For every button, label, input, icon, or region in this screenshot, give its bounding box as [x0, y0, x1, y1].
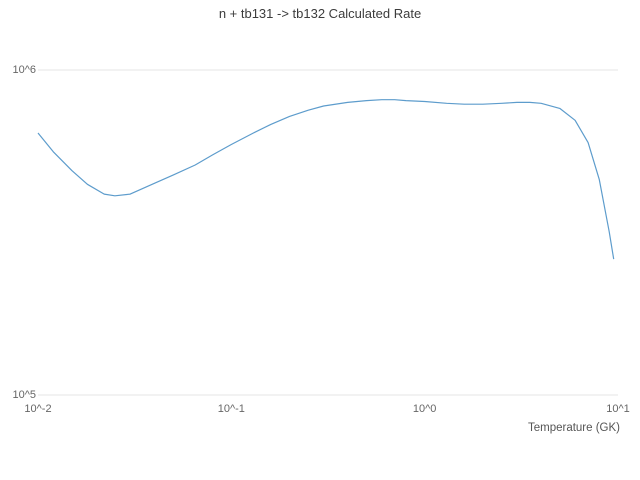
x-tick-label: 10^0	[412, 403, 437, 415]
x-axis-label: Temperature (GK)	[527, 422, 620, 434]
rate-curve	[37, 99, 615, 260]
x-tick-label: 10^1	[606, 403, 630, 415]
x-tick-label: 10^-1	[217, 403, 245, 415]
x-tick-label: 10^-2	[24, 403, 52, 415]
y-tick-label: 10^5	[12, 389, 36, 401]
chart-title: n + tb131 -> tb132 Calculated Rate	[218, 6, 422, 21]
y-tick-label: 10^6	[12, 64, 36, 76]
